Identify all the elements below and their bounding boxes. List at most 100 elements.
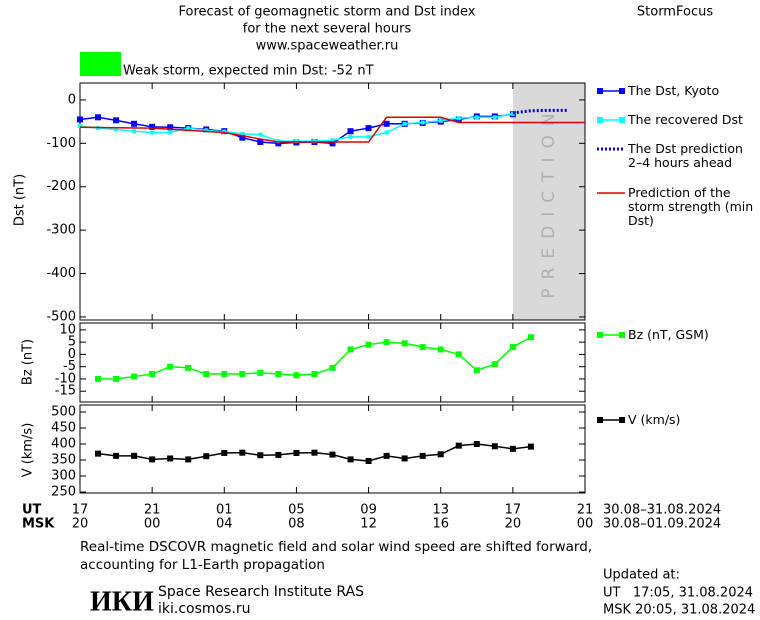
point	[383, 120, 390, 127]
point	[311, 449, 318, 456]
point	[455, 442, 462, 449]
point	[78, 123, 82, 128]
point	[509, 344, 516, 351]
legend-label: The Dst prediction 2–4 hours ahead	[628, 141, 743, 170]
point	[492, 115, 497, 120]
legend-marker	[597, 117, 603, 123]
point	[347, 456, 354, 463]
point	[527, 443, 534, 450]
y-tick-label: 350	[51, 453, 76, 468]
plot-frame	[79, 322, 586, 403]
point	[167, 124, 174, 131]
plot-frame	[79, 404, 586, 494]
x-tick-label: 17	[72, 503, 89, 518]
point	[330, 138, 335, 143]
series-line	[512, 108, 567, 115]
institute: Space Research Institute RAS	[158, 584, 364, 600]
point	[168, 130, 173, 135]
point	[185, 456, 192, 463]
y-tick-label: 500	[51, 405, 76, 420]
point	[239, 134, 246, 141]
point	[204, 128, 209, 133]
date-range: 30.08–01.09.2024	[603, 517, 721, 532]
point	[150, 130, 155, 135]
x-tick-label: 13	[432, 503, 449, 518]
legend-marker	[597, 417, 603, 423]
site: www.spaceweather.ru	[256, 39, 399, 54]
note: Real-time DSCOVR magnetic field and sola…	[80, 539, 593, 573]
y-tick-label: 300	[51, 469, 76, 484]
updated-label: Updated at:	[603, 568, 680, 583]
y-tick-label: -10	[55, 371, 76, 386]
y-tick-label: 5	[68, 335, 76, 350]
point	[348, 134, 353, 139]
point	[293, 450, 300, 456]
point	[221, 371, 228, 378]
legend-marker	[619, 332, 625, 338]
point	[131, 452, 138, 459]
point	[131, 120, 138, 127]
point	[258, 132, 263, 137]
x2-tick-label: 08	[288, 517, 305, 532]
x2-tick-label: 20	[72, 517, 89, 532]
y-tick-label: 10	[59, 322, 76, 337]
y-tick-label: -5	[63, 359, 76, 374]
logo: ИКИ	[90, 586, 154, 617]
point	[186, 126, 191, 131]
point	[113, 452, 120, 459]
point	[257, 369, 264, 376]
point	[437, 346, 444, 353]
point	[95, 450, 102, 457]
point	[114, 127, 119, 132]
x2-tick-label: 04	[216, 517, 233, 532]
point	[510, 111, 515, 116]
y-tick-label: 0	[68, 92, 76, 107]
point	[365, 341, 372, 348]
y-tick-label: 450	[51, 421, 76, 436]
legend-marker	[597, 88, 603, 94]
legend-label: V (km/s)	[628, 412, 681, 427]
point	[312, 139, 317, 144]
point	[329, 140, 336, 147]
x2-tick-label: 12	[360, 517, 377, 532]
point	[95, 114, 102, 121]
point	[329, 451, 336, 458]
point	[239, 371, 246, 378]
point	[240, 131, 245, 136]
series-line	[79, 116, 585, 143]
point	[527, 334, 534, 341]
y-tick-label: -300	[46, 223, 76, 238]
point	[365, 458, 372, 464]
x2-tick-label: 16	[432, 517, 449, 532]
point	[149, 123, 156, 130]
x-tick-label: 21	[577, 503, 594, 518]
x2-tick-label: 00	[577, 517, 594, 532]
x2-tick-label: 00	[144, 517, 161, 532]
legend-marker	[619, 117, 625, 123]
point	[456, 116, 461, 121]
point	[401, 340, 408, 347]
y-axis-label: Bz (nT)	[21, 339, 36, 385]
point	[132, 129, 137, 134]
point	[347, 128, 354, 135]
point	[401, 455, 408, 462]
x-axis-label: UT	[22, 503, 42, 518]
point	[383, 452, 390, 459]
y-tick-label: 0	[68, 347, 76, 362]
x2-axis-label: MSK	[22, 517, 55, 532]
legend-marker	[619, 88, 625, 94]
point	[365, 125, 372, 132]
point	[384, 130, 389, 135]
point	[275, 451, 282, 458]
point	[222, 129, 227, 134]
updated-ut: UT 17:05, 31.08.2024	[603, 586, 753, 601]
title: Forecast of geomagnetic storm and Dst in…	[178, 5, 475, 20]
point	[366, 134, 371, 139]
point	[275, 140, 282, 147]
point	[257, 452, 264, 459]
point	[276, 139, 281, 144]
point	[293, 372, 300, 379]
point	[419, 344, 426, 351]
